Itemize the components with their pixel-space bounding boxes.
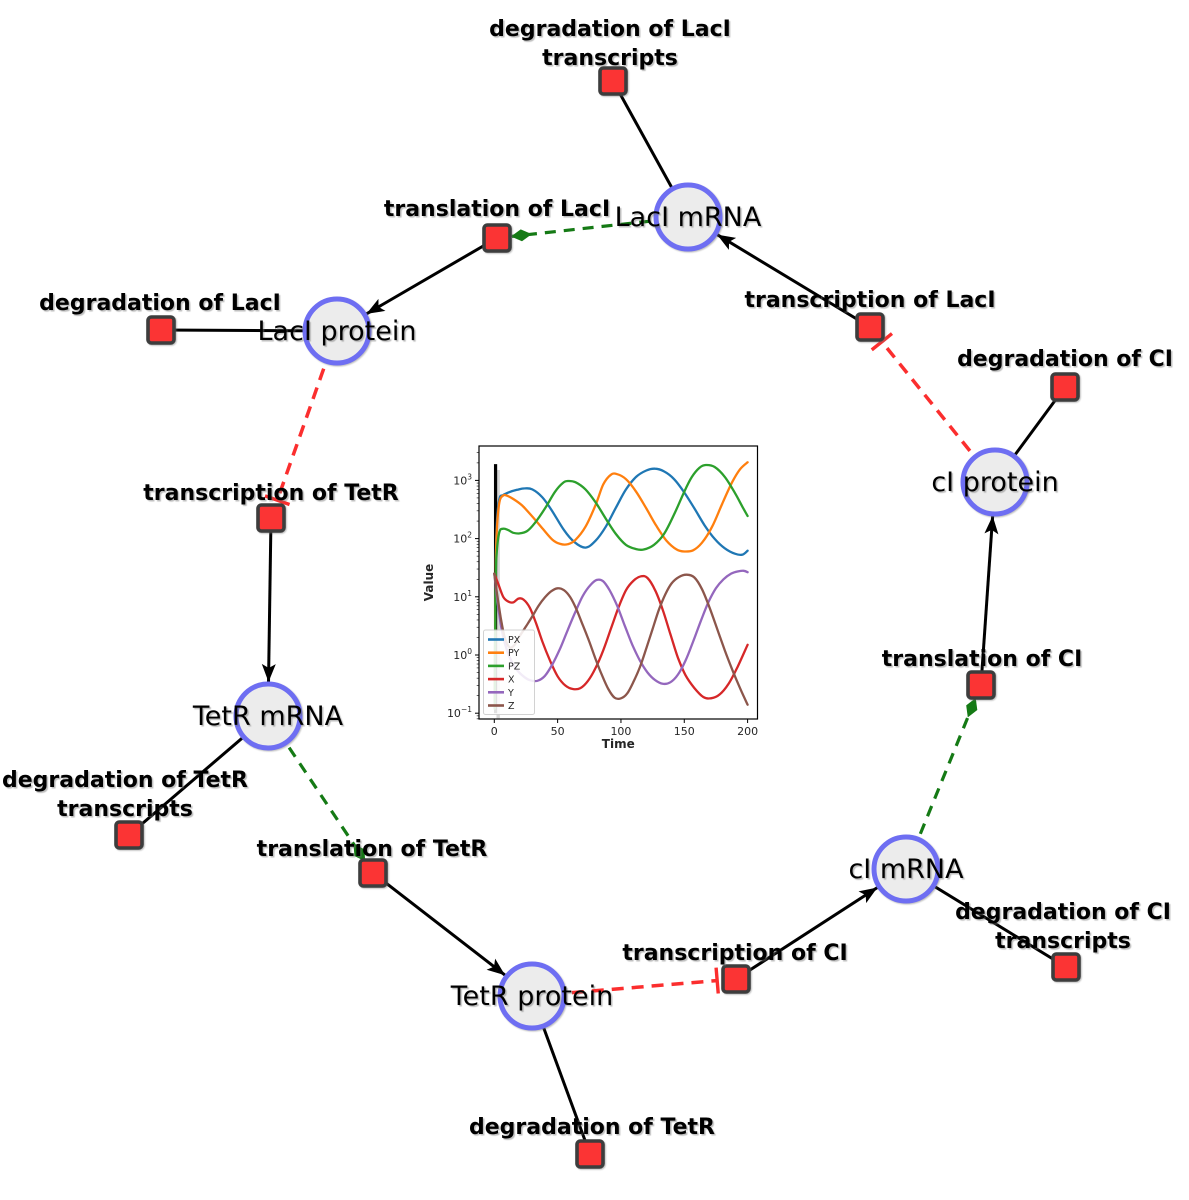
species-label-tetr-protein: TetR protein [450, 981, 613, 1012]
species-label-laci-protein: LacI protein [258, 316, 417, 347]
edge-modifier-ci-mrna-translation-ci [904, 697, 978, 870]
chart-xtick-150: 150 [674, 725, 695, 738]
chart-panel: 0 50 100 150 20010310210110010−1TimeValuePXP… [422, 445, 759, 751]
reaction-node-deg-tetr [575, 1139, 605, 1169]
chart-xlabel: Time [602, 737, 635, 751]
species-node-laci-protein [302, 296, 372, 366]
chart-ytick-1e2: 102 [453, 531, 472, 546]
chart-series-Z [493, 572, 749, 706]
chart-xtick-50: 50 [551, 725, 565, 738]
edge-production-translation-laci-laci-protein [365, 236, 498, 316]
edge-production-transcription-laci-laci-mrna [716, 233, 871, 329]
species-node-laci-mrna [653, 182, 723, 252]
chart-legend-label-X: X [508, 675, 515, 686]
chart-legend-label-PY: PY [508, 648, 520, 659]
reaction-label-deg-tetr: degradation of TetR [469, 1115, 715, 1140]
chart-legend: PX PY PZ XYZ [483, 629, 535, 715]
reaction-node-deg-laci-tx [598, 66, 628, 96]
species-node-tetr-mrna [233, 681, 303, 751]
reaction-label-deg-ci: degradation of CI [957, 347, 1173, 372]
reaction-label-translation-laci: translation of LacI [384, 197, 610, 222]
chart-ytick-1e3: 103 [453, 472, 472, 487]
reaction-node-translation-tetr [358, 858, 388, 888]
reaction-node-deg-ci [1050, 372, 1080, 402]
chart-series-PX [493, 467, 749, 710]
chart-legend-label-Y: Y [507, 688, 514, 699]
edge-production-translation-tetr-tetr-protein [372, 871, 507, 977]
chart-legend-label-Z: Z [508, 701, 515, 712]
reaction-label-deg-ci-tx: degradation of CI transcripts [955, 900, 1171, 954]
chart-ytick-1e0: 100 [453, 647, 472, 662]
chart-xtick-100: 100 [610, 725, 631, 738]
reaction-node-transcription-laci [855, 312, 885, 342]
species-node-tetr-protein [497, 961, 567, 1031]
reaction-label-transcription-tetr: transcription of TetR [143, 481, 399, 506]
chart-xtick-0: 0 [491, 725, 498, 738]
species-label-tetr-mrna: TetR mRNA [192, 701, 344, 732]
chart-ytick-1e1: 101 [453, 589, 472, 604]
reaction-label-translation-tetr: translation of TetR [257, 837, 488, 862]
reaction-node-deg-ci-tx [1051, 952, 1081, 982]
chart-legend-label-PZ: PZ [508, 661, 521, 672]
species-label-laci-mrna: LacI mRNA [615, 202, 762, 233]
reaction-node-translation-laci [482, 223, 512, 253]
reaction-node-deg-tetr-tx [114, 820, 144, 850]
chart-xtick-200: 200 [737, 725, 758, 738]
reaction-label-transcription-ci: transcription of CI [622, 941, 847, 966]
edge-production-transcription-tetr-tetr-mrna [261, 517, 276, 683]
species-label-ci-mrna: cI mRNA [848, 854, 964, 885]
chart-series-PY [493, 461, 749, 710]
reaction-label-deg-tetr-tx: degradation of TetR transcripts [2, 768, 248, 822]
reaction-label-translation-ci: translation of CI [882, 647, 1083, 672]
reaction-node-deg-laci [146, 315, 176, 345]
chart-legend-label-PX: PX [508, 635, 521, 646]
reaction-node-transcription-tetr [256, 503, 286, 533]
chart-series-PZ [493, 463, 749, 710]
species-node-ci-mrna [871, 834, 941, 904]
species-node-ci-protein [960, 447, 1030, 517]
reaction-label-transcription-laci: transcription of LacI [744, 288, 995, 313]
reaction-label-deg-laci: degradation of LacI [39, 291, 281, 316]
species-label-ci-protein: cI protein [931, 467, 1058, 498]
reaction-label-deg-laci-tx: degradation of LacI transcripts [489, 17, 731, 71]
edge-production-transcription-ci-ci-mrna [735, 886, 879, 981]
reaction-node-transcription-ci [721, 964, 751, 994]
reaction-node-translation-ci [966, 670, 996, 700]
chart-series-X [493, 572, 749, 700]
chart-ytick-1e-1: 10−1 [447, 705, 472, 720]
chart-ylabel: Value [422, 564, 436, 602]
edge-production-translation-ci-ci-protein [979, 515, 999, 686]
